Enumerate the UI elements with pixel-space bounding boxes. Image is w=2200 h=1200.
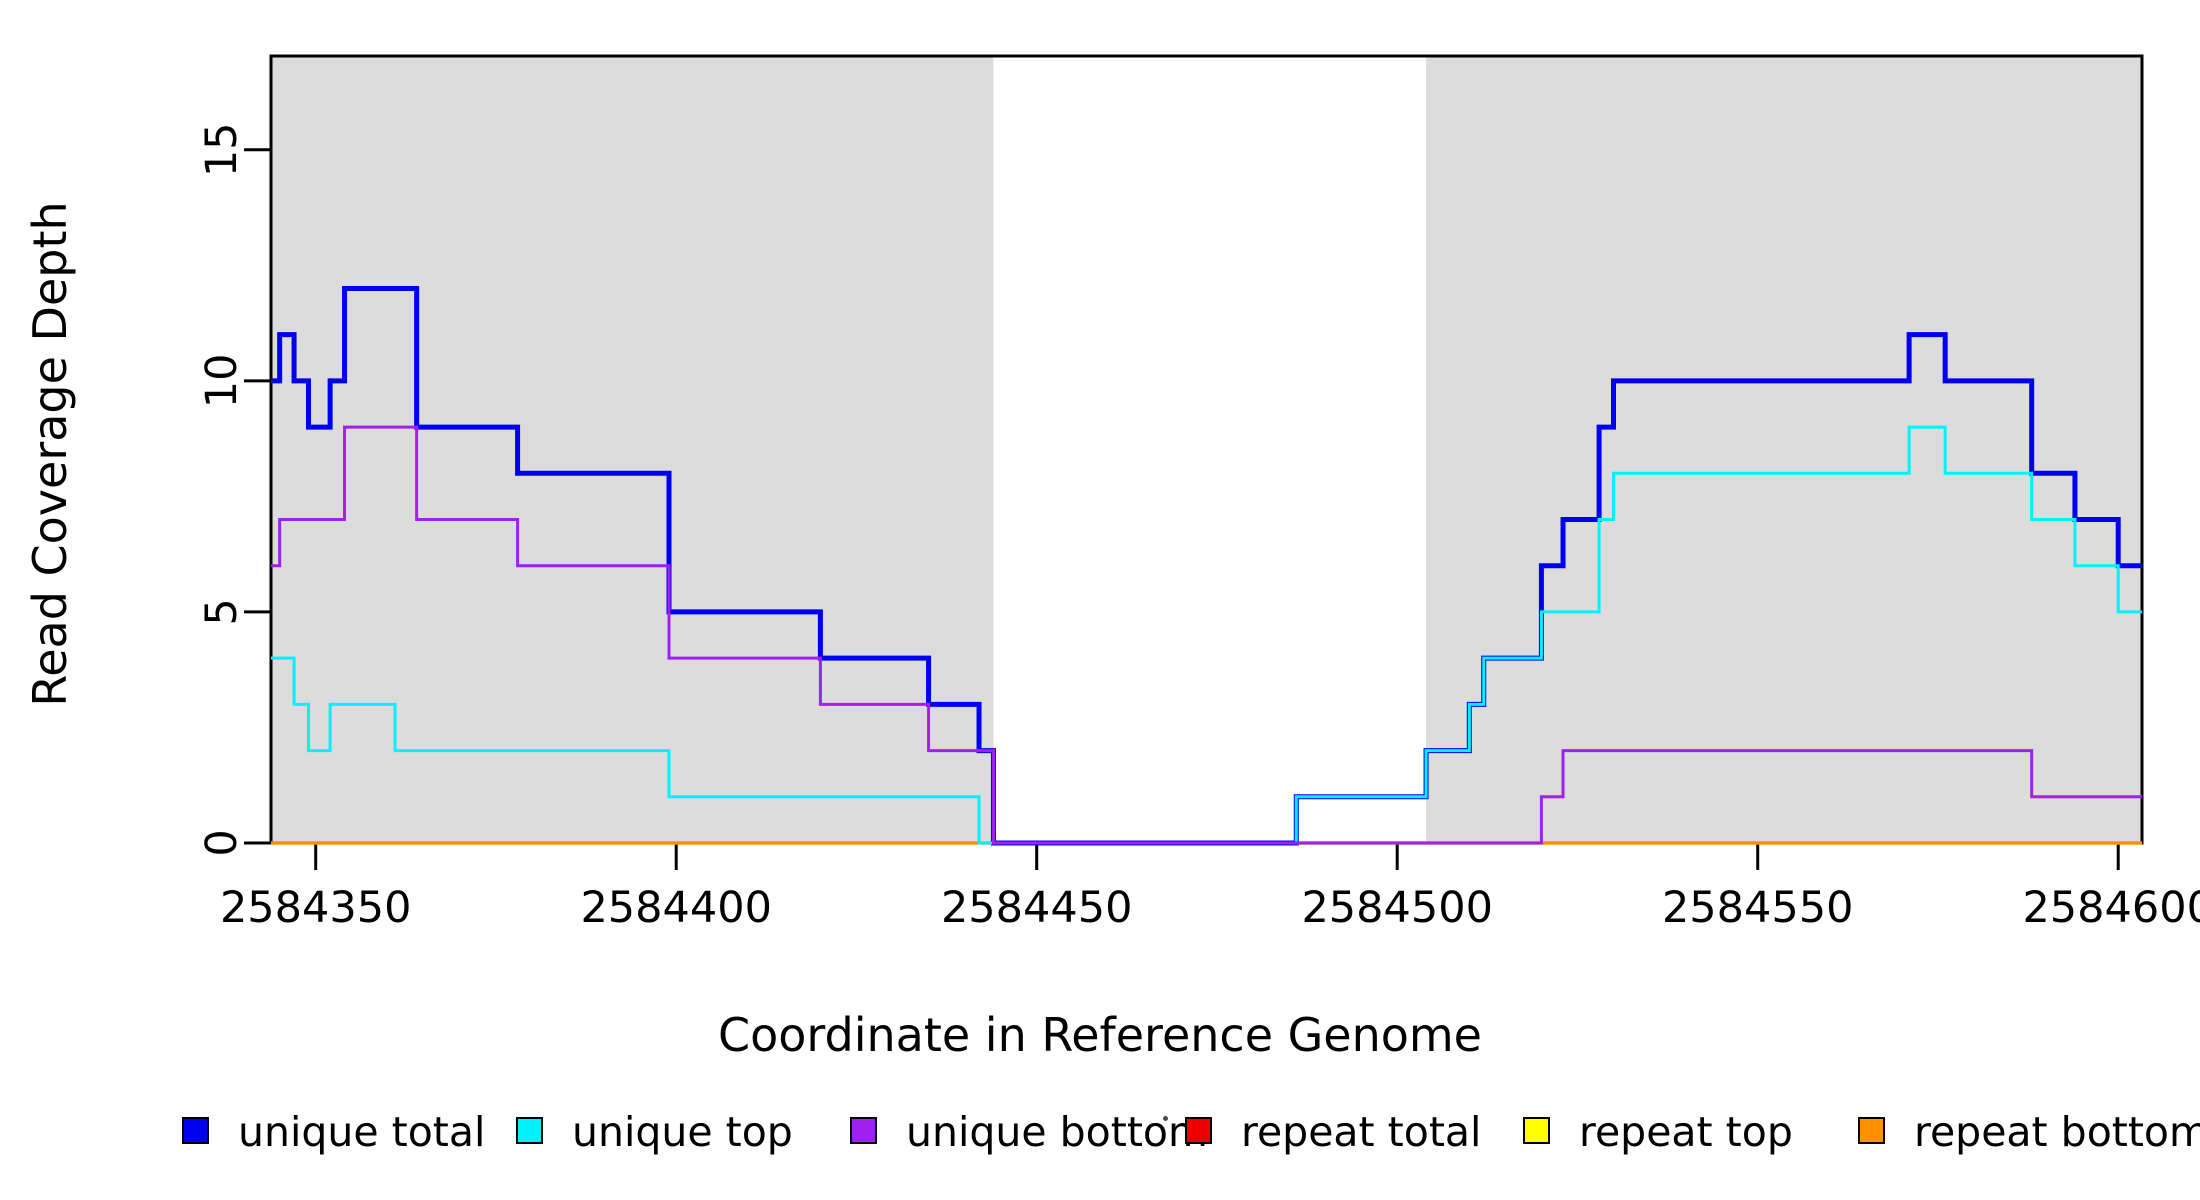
stray-dot-artifact [1163,1116,1168,1121]
series-line-unique-top [271,425,2142,845]
series-line-unique-bottom [271,425,2142,845]
legend-label-repeat-total: repeat total [1241,1108,1482,1156]
shaded-region-1 [271,56,994,843]
y-tick-label: 15 [197,122,247,177]
x-tick-label: 2584500 [1301,883,1493,933]
x-axis-title: Coordinate in Reference Genome [718,1008,1482,1062]
x-tick-label: 2584550 [1662,883,1854,933]
legend-swatch-repeat-total [1185,1117,1212,1144]
legend-swatch-unique-top [516,1117,543,1144]
y-tick-label: 10 [197,354,247,409]
legend-label-repeat-top: repeat top [1579,1108,1793,1156]
legend-swatch-unique-total [182,1117,209,1144]
legend-swatch-repeat-top [1523,1117,1550,1144]
y-tick-label: 0 [197,829,247,856]
x-tick-label: 2584600 [2022,883,2200,933]
y-tick-label: 5 [197,598,247,625]
legend-label-unique-top: unique top [572,1108,793,1156]
legend-label-unique-bottom: unique bottom [906,1108,1208,1156]
legend-label-unique-total: unique total [238,1108,486,1156]
x-tick-label: 2584350 [220,883,412,933]
legend-label-repeat-bottom: repeat bottom [1914,1108,2200,1156]
x-tick-label: 2584450 [941,883,1133,933]
legend-swatch-repeat-bottom [1858,1117,1885,1144]
shaded-region-2 [1426,56,2142,843]
legend-swatch-unique-bottom [850,1117,877,1144]
x-tick-label: 2584400 [580,883,772,933]
y-axis-title: Read Coverage Depth [23,201,77,707]
